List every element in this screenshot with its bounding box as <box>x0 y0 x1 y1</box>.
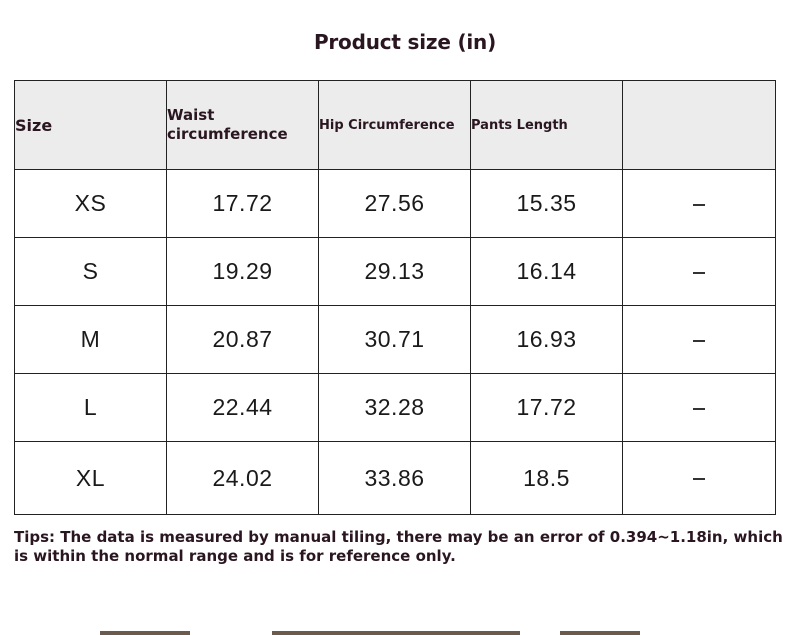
header-waist-line2: circumference <box>167 125 288 143</box>
dash-mark <box>693 478 705 481</box>
image-edge-segment <box>100 631 190 635</box>
cell-hip: 27.56 <box>318 169 471 238</box>
image-edge-segment <box>560 631 640 635</box>
table-row: L 22.44 32.28 17.72 <box>14 373 776 442</box>
cell-pants: 16.14 <box>470 237 623 306</box>
header-waist-circumference: Waist circumference <box>166 80 319 170</box>
header-size: Size <box>14 80 167 170</box>
cell-pants: 15.35 <box>470 169 623 238</box>
cell-waist: 17.72 <box>166 169 319 238</box>
table-header-row: Size Waist circumference Hip Circumferen… <box>14 80 776 170</box>
cell-extra <box>622 441 776 515</box>
cell-waist: 20.87 <box>166 305 319 374</box>
table-body: XS 17.72 27.56 15.35 S 19.29 29.13 16.14 M 20.87 3… <box>14 169 776 515</box>
cell-waist: 19.29 <box>166 237 319 306</box>
cell-pants: 16.93 <box>470 305 623 374</box>
image-edge-segment <box>272 631 520 635</box>
cell-hip: 33.86 <box>318 441 471 515</box>
cell-hip: 30.71 <box>318 305 471 374</box>
cell-extra <box>622 237 776 306</box>
cell-hip: 32.28 <box>318 373 471 442</box>
dash-mark <box>693 271 705 274</box>
table-row: S 19.29 29.13 16.14 <box>14 237 776 306</box>
page-title: Product size (in) <box>313 30 497 54</box>
size-chart-table: Size Waist circumference Hip Circumferen… <box>14 80 776 515</box>
cell-hip: 29.13 <box>318 237 471 306</box>
cell-pants: 18.5 <box>470 441 623 515</box>
cell-waist: 22.44 <box>166 373 319 442</box>
table-row: M 20.87 30.71 16.93 <box>14 305 776 374</box>
table-row: XL 24.02 33.86 18.5 <box>14 441 776 515</box>
cell-pants: 17.72 <box>470 373 623 442</box>
dash-mark <box>693 407 705 410</box>
cell-waist: 24.02 <box>166 441 319 515</box>
cell-size: XL <box>14 441 167 515</box>
header-pants-length: Pants Length <box>470 80 623 170</box>
header-empty <box>622 80 776 170</box>
cell-size: XS <box>14 169 167 238</box>
header-waist-line1: Waist <box>167 106 215 124</box>
cell-extra <box>622 305 776 374</box>
cell-extra <box>622 169 776 238</box>
cell-size: S <box>14 237 167 306</box>
dash-mark <box>693 339 705 342</box>
table-row: XS 17.72 27.56 15.35 <box>14 169 776 238</box>
dash-mark <box>693 203 705 206</box>
cell-size: L <box>14 373 167 442</box>
header-hip-circumference: Hip Circumference <box>318 80 471 170</box>
tips-note: Tips: The data is measured by manual til… <box>14 528 783 565</box>
cell-size: M <box>14 305 167 374</box>
bottom-image-edge <box>0 631 790 635</box>
cell-extra <box>622 373 776 442</box>
